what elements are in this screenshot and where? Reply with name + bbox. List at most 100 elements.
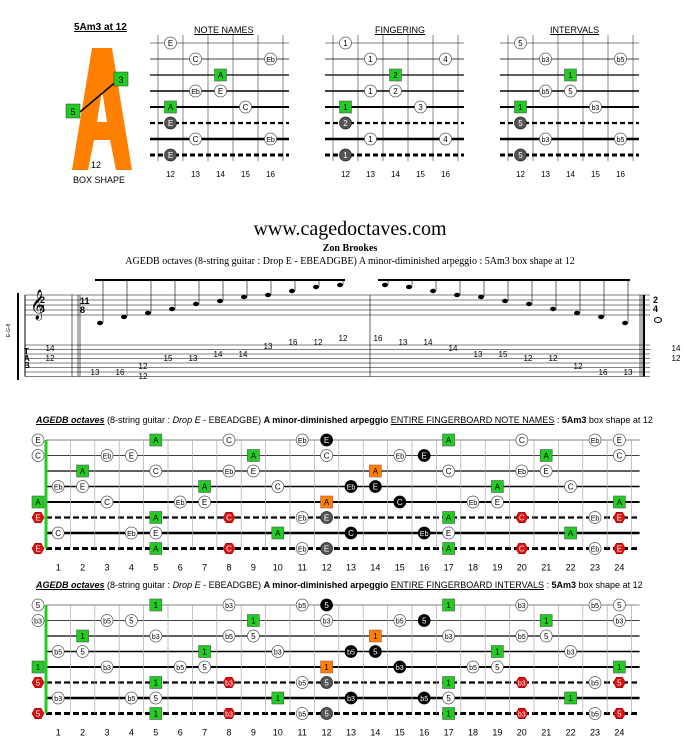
fb-notes-s3-f22: C (564, 480, 577, 493)
fret-number: 24 (614, 728, 624, 738)
fret-number: 2 (80, 728, 85, 738)
svg-text:Eb: Eb (396, 454, 405, 461)
diagram-1-note-1: 1 (364, 52, 377, 66)
svg-text:b3: b3 (396, 665, 404, 672)
diagram-0-note-9: C (189, 132, 202, 146)
fb-notes-s2-f9: E (247, 464, 260, 478)
tab-number: 13 (474, 350, 483, 359)
svg-text:b5: b5 (591, 603, 599, 610)
svg-text:E: E (168, 119, 173, 128)
svg-text:C: C (243, 103, 249, 112)
fb-int-s4-f19: 5 (491, 660, 504, 674)
fb-notes-s2-f14: A (369, 464, 382, 478)
svg-text:1: 1 (617, 663, 622, 672)
diagram-title-fingering: FINGERING (375, 25, 426, 35)
clef-label: E-G-8 (6, 323, 12, 337)
fret-number: 12 (322, 728, 332, 738)
svg-text:5: 5 (518, 119, 523, 128)
svg-text:E: E (202, 498, 207, 507)
diagram-1-note-2: 4 (439, 52, 452, 66)
diagram-1-note-5: 2 (389, 84, 402, 98)
tab-number: 12 (672, 354, 681, 363)
svg-text:b3: b3 (542, 137, 550, 144)
diagram-fret-label: 13 (191, 170, 200, 179)
fb-int-s3-f1: b5 (51, 645, 65, 658)
svg-text:b3: b3 (152, 634, 160, 641)
svg-text:Eb: Eb (591, 547, 600, 554)
fb-int-s2-f20: b5 (515, 629, 529, 643)
svg-text:b5: b5 (542, 89, 550, 96)
fret-number: 17 (444, 563, 454, 573)
svg-text:A: A (168, 103, 174, 112)
svg-text:1: 1 (368, 135, 373, 144)
fb-int-s1-f15: b5 (393, 614, 407, 627)
fb-int-s6-f5: 5 (149, 691, 163, 705)
diagram-fret-label: 14 (391, 170, 400, 179)
fb-int-s7-f8: b3 (222, 708, 236, 719)
svg-text:A: A (446, 514, 452, 523)
fb-notes-s0-f23: Eb (588, 433, 602, 447)
svg-text:E: E (168, 39, 173, 48)
fb-int-s3-f13: b5 (344, 645, 358, 658)
svg-text:A: A (251, 452, 257, 461)
fb-notes-s3-f2: E (76, 480, 89, 493)
fret-number: 16 (419, 728, 429, 738)
svg-text:2: 2 (393, 71, 398, 80)
tab-number: 14 (449, 344, 458, 353)
fb-notes-s6-f5: E (149, 526, 163, 540)
svg-text:Eb: Eb (420, 531, 429, 538)
diagram-0-note-8: E (164, 116, 177, 130)
fb-notes-s2-f21: E (539, 464, 553, 478)
fb-int-s7-f12: 5 (320, 707, 333, 720)
fb-int-s7-f11: b5 (295, 707, 309, 720)
diagram-fret-label: 12 (516, 170, 525, 179)
fb-notes-s1-f21: A (539, 449, 553, 462)
diagram-0-note-1: C (189, 52, 202, 66)
svg-text:Eb: Eb (266, 57, 275, 64)
fb-notes-s4-f24: A (613, 495, 626, 509)
svg-text:b3: b3 (347, 696, 355, 703)
tab-number: 13 (399, 338, 408, 347)
diagram-2-note-4: b5 (539, 84, 552, 98)
fb-int-s1-f24: b3 (613, 614, 626, 627)
tab-number: 13 (91, 368, 100, 377)
diagram-title-note-names: NOTE NAMES (194, 25, 254, 35)
svg-text:T: T (24, 347, 29, 356)
fb-notes-s1-f16: E (417, 449, 431, 462)
fingerboard-notes-header: AGEDB octaves (8-string guitar : Drop E … (36, 415, 653, 425)
fb-notes-s2-f5: C (149, 464, 163, 478)
fb-int-s5-f0: 5 (31, 677, 45, 688)
svg-text:b3: b3 (616, 619, 624, 626)
svg-text:C: C (226, 514, 232, 523)
svg-text:1: 1 (446, 710, 451, 719)
svg-text:C: C (519, 436, 525, 445)
fb-notes-s2-f17: C (442, 464, 455, 478)
svg-text:E: E (373, 483, 378, 492)
fret-number: 20 (517, 728, 527, 738)
svg-text:1: 1 (251, 617, 256, 626)
fb-int-s1-f12: b3 (320, 614, 333, 627)
svg-text:C: C (193, 135, 199, 144)
svg-text:C: C (35, 452, 41, 461)
svg-text:b5: b5 (225, 634, 233, 641)
tab-number: 16 (374, 334, 383, 343)
fret-number: 19 (492, 728, 502, 738)
svg-text:1: 1 (373, 632, 378, 641)
svg-text:C: C (324, 452, 330, 461)
svg-text:A: A (202, 483, 208, 492)
fb-int-s6-f17: 5 (442, 691, 455, 705)
svg-text:C: C (446, 467, 452, 476)
svg-text:b5: b5 (54, 650, 62, 657)
fb-int-s4-f3: b3 (100, 660, 114, 674)
fingerboard-intervals-header: AGEDB octaves (8-string guitar : Drop E … (36, 580, 643, 590)
diagram-0-note-10: Eb (264, 132, 277, 146)
svg-text:2: 2 (40, 295, 45, 305)
diagram-fret-label: 15 (416, 170, 425, 179)
svg-text:b5: b5 (518, 634, 526, 641)
fb-int-s7-f0: 5 (31, 708, 45, 719)
tab-number: 13 (189, 354, 198, 363)
svg-text:1: 1 (343, 103, 348, 112)
svg-text:8: 8 (80, 305, 85, 315)
fret-number: 18 (468, 563, 478, 573)
svg-text:1: 1 (276, 694, 281, 703)
